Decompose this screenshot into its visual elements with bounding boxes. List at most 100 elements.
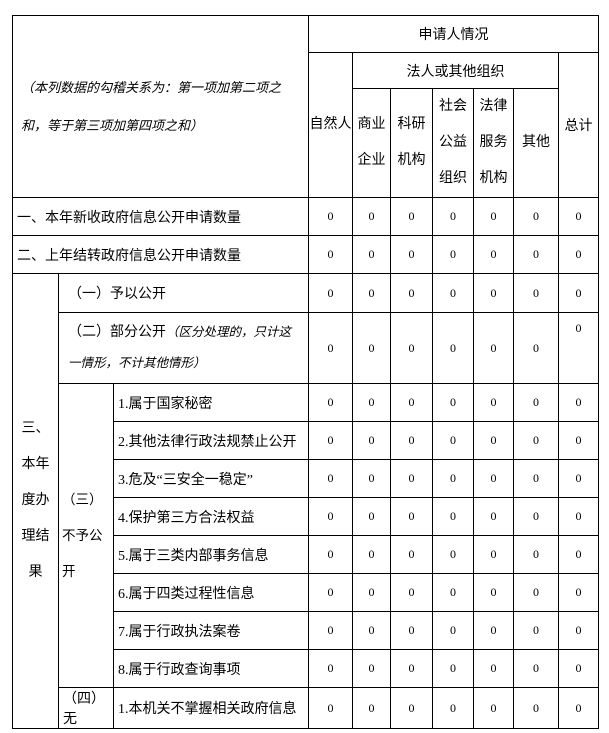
- value-cell: 0: [558, 611, 600, 650]
- header-total: 总计: [558, 52, 600, 198]
- value-cell: 0: [390, 687, 434, 729]
- value-cell: 0: [513, 535, 560, 574]
- value-cell: 0: [352, 273, 392, 313]
- value-cell: 0: [513, 459, 560, 498]
- item-label-third-party-rights: 4.保护第三方合法权益: [112, 497, 310, 536]
- value-cell: 0: [308, 573, 354, 612]
- value-cell: 0: [432, 535, 475, 574]
- value-cell: 0: [513, 611, 560, 650]
- value-cell: 0: [308, 197, 354, 236]
- value-cell: 0: [308, 649, 354, 688]
- reconciliation-note: （本列数据的勾稽关系为：第一项加第二项之和，等于第三项加第四项之和）: [11, 15, 310, 198]
- group-label-none: （四）无: [58, 687, 114, 729]
- value-cell: 0: [308, 687, 354, 729]
- item-label-endanger-security: 3.危及“三安全一稳定”: [112, 459, 310, 498]
- value-cell: 0: [432, 197, 475, 236]
- header-social-welfare-org: 社会公益组织: [432, 88, 475, 198]
- value-cell: 0: [558, 273, 600, 313]
- value-cell: 0: [352, 687, 392, 729]
- value-cell: 0: [390, 573, 434, 612]
- value-cell: 0: [558, 649, 600, 688]
- value-cell: 0: [558, 535, 600, 574]
- value-cell: 0: [513, 421, 560, 460]
- value-cell: 0: [558, 312, 600, 384]
- value-cell: 0: [352, 573, 392, 612]
- value-cell: 0: [432, 273, 475, 313]
- row-label-disclosed: （一）予以公开: [57, 273, 310, 313]
- value-cell: 0: [308, 273, 354, 313]
- value-cell: 0: [473, 687, 515, 729]
- value-cell: 0: [352, 421, 392, 460]
- item-label-no-relevant-info: 1.本机关不掌握相关政府信息: [112, 687, 310, 729]
- value-cell: 0: [432, 235, 475, 274]
- value-cell: 0: [558, 197, 600, 236]
- header-commercial-enterprise: 商业企业: [352, 88, 392, 198]
- value-cell: 0: [352, 459, 392, 498]
- header-legal-service-org: 法律服务机构: [473, 88, 515, 198]
- partially-disclosed-label: （二）部分公开: [68, 325, 166, 340]
- value-cell: 0: [432, 459, 475, 498]
- value-cell: 0: [432, 573, 475, 612]
- value-cell: 0: [390, 312, 434, 384]
- row-label-new-requests: 一、本年新收政府信息公开申请数量: [11, 197, 310, 236]
- value-cell: 0: [308, 383, 354, 422]
- value-cell: 0: [473, 421, 515, 460]
- value-cell: 0: [473, 273, 515, 313]
- value-cell: 0: [308, 535, 354, 574]
- value-cell: 0: [352, 197, 392, 236]
- value-cell: 0: [513, 273, 560, 313]
- value-cell: 0: [473, 459, 515, 498]
- value-cell: 0: [513, 573, 560, 612]
- value-cell: 0: [513, 383, 560, 422]
- item-label-internal-affairs: 5.属于三类内部事务信息: [112, 535, 310, 574]
- item-label-process-information: 6.属于四类过程性信息: [112, 573, 310, 612]
- value-cell: 0: [308, 611, 354, 650]
- value-cell: 0: [432, 312, 475, 384]
- value-cell: 0: [513, 687, 560, 729]
- value-cell: 0: [558, 383, 600, 422]
- value-cell: 0: [558, 573, 600, 612]
- header-other: 其他: [513, 88, 560, 198]
- value-cell: 0: [513, 497, 560, 536]
- row-label-carried-over-requests: 二、上年结转政府信息公开申请数量: [11, 235, 310, 274]
- value-cell: 0: [390, 273, 434, 313]
- value-cell: 0: [308, 312, 354, 384]
- value-cell: 0: [432, 383, 475, 422]
- value-cell: 0: [558, 459, 600, 498]
- value-cell: 0: [473, 383, 515, 422]
- value-cell: 0: [513, 312, 560, 384]
- value-cell: 0: [390, 459, 434, 498]
- value-cell: 0: [432, 687, 475, 729]
- value-cell: 0: [308, 459, 354, 498]
- value-cell: 0: [390, 649, 434, 688]
- value-cell: 0: [352, 649, 392, 688]
- value-cell: 0: [352, 611, 392, 650]
- value-cell: 0: [473, 312, 515, 384]
- value-cell: 0: [390, 535, 434, 574]
- value-cell: 0: [558, 497, 600, 536]
- value-cell: 0: [473, 497, 515, 536]
- header-natural-person: 自然人: [308, 52, 354, 198]
- value-cell: 0: [352, 312, 392, 384]
- value-cell: 0: [473, 235, 515, 274]
- value-cell: 0: [308, 497, 354, 536]
- value-cell: 0: [558, 235, 600, 274]
- value-cell: 0: [390, 611, 434, 650]
- value-cell: 0: [558, 687, 600, 729]
- disclosure-request-table: （本列数据的勾稽关系为：第一项加第二项之和，等于第三项加第四项之和） 申请人情况…: [11, 15, 600, 729]
- header-research-institution: 科研机构: [390, 88, 434, 198]
- value-cell: 0: [390, 235, 434, 274]
- value-cell: 0: [390, 421, 434, 460]
- value-cell: 0: [390, 197, 434, 236]
- value-cell: 0: [473, 197, 515, 236]
- item-label-admin-inquiry: 8.属于行政查询事项: [112, 649, 310, 688]
- value-cell: 0: [432, 611, 475, 650]
- value-cell: 0: [308, 235, 354, 274]
- value-cell: 0: [308, 421, 354, 460]
- value-cell: 0: [352, 383, 392, 422]
- item-label-state-secret: 1.属于国家秘密: [112, 383, 310, 422]
- value-cell: 0: [513, 235, 560, 274]
- row-label-partially-disclosed: （二）部分公开（区分处理的，只计这一情形，不计其他情形）: [57, 312, 310, 384]
- value-cell: 0: [352, 535, 392, 574]
